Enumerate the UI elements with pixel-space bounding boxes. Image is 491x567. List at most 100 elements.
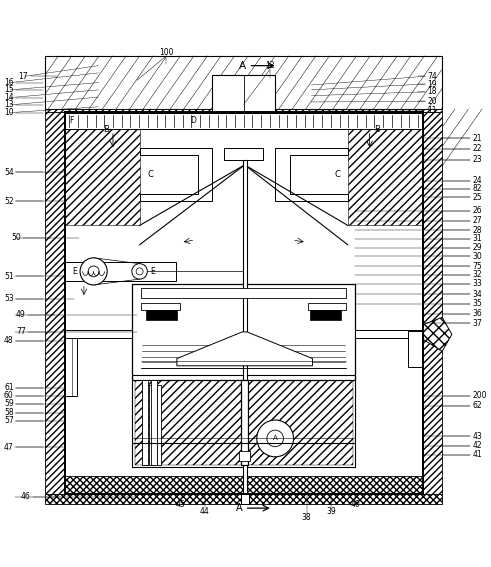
Text: 17: 17 xyxy=(19,72,28,81)
Polygon shape xyxy=(348,112,423,226)
Text: E: E xyxy=(150,267,155,276)
Text: 31: 31 xyxy=(472,235,482,243)
Text: 21: 21 xyxy=(472,134,482,143)
Text: 13: 13 xyxy=(4,100,14,109)
Bar xyxy=(133,375,355,467)
Bar xyxy=(142,385,147,465)
Text: 25: 25 xyxy=(472,193,482,202)
Text: 74: 74 xyxy=(428,72,437,81)
Text: 57: 57 xyxy=(4,416,14,425)
Bar xyxy=(64,331,133,338)
Text: 49: 49 xyxy=(16,311,26,319)
Text: 38: 38 xyxy=(302,513,311,522)
Circle shape xyxy=(80,258,107,285)
Text: 44: 44 xyxy=(200,506,210,515)
Text: A: A xyxy=(273,435,277,442)
Text: 23: 23 xyxy=(472,155,482,164)
Polygon shape xyxy=(275,148,348,201)
Bar xyxy=(355,331,423,338)
Text: 61: 61 xyxy=(4,383,14,392)
Circle shape xyxy=(132,264,147,279)
Bar xyxy=(146,310,177,320)
Bar xyxy=(64,113,423,129)
Text: 15: 15 xyxy=(4,86,14,94)
Polygon shape xyxy=(177,332,312,366)
Text: 48: 48 xyxy=(4,336,14,345)
Text: 45: 45 xyxy=(176,500,186,509)
Text: 40: 40 xyxy=(350,500,360,509)
Bar xyxy=(141,289,346,298)
Text: 53: 53 xyxy=(4,294,14,303)
Bar xyxy=(64,112,423,494)
Text: 29: 29 xyxy=(472,243,482,252)
Text: 42: 42 xyxy=(472,441,482,450)
Text: 43: 43 xyxy=(472,432,482,441)
Bar xyxy=(307,303,346,310)
Text: 60: 60 xyxy=(4,391,14,400)
Bar xyxy=(149,385,154,465)
Bar xyxy=(157,385,162,465)
Bar xyxy=(310,310,342,320)
Bar xyxy=(141,303,180,310)
Text: C: C xyxy=(334,170,340,179)
Bar xyxy=(212,75,275,112)
Text: 36: 36 xyxy=(472,309,482,318)
Circle shape xyxy=(136,268,143,275)
Bar xyxy=(133,284,355,380)
Text: A: A xyxy=(236,503,242,513)
Bar xyxy=(241,494,248,504)
Text: 28: 28 xyxy=(472,226,482,235)
Text: 75: 75 xyxy=(472,261,482,270)
Bar xyxy=(45,56,442,109)
Text: 46: 46 xyxy=(21,492,30,501)
Text: 32: 32 xyxy=(472,270,482,280)
Polygon shape xyxy=(135,378,353,465)
Text: 19: 19 xyxy=(428,79,437,88)
Text: 12: 12 xyxy=(266,61,275,70)
Text: 51: 51 xyxy=(4,272,14,281)
Text: 11: 11 xyxy=(428,105,437,115)
Text: 58: 58 xyxy=(4,408,14,417)
Bar xyxy=(151,380,157,465)
Bar xyxy=(142,380,148,465)
Bar xyxy=(64,262,176,281)
Text: 24: 24 xyxy=(472,176,482,185)
Text: 33: 33 xyxy=(472,279,482,288)
Text: 34: 34 xyxy=(472,290,482,299)
Text: A: A xyxy=(239,61,246,71)
Text: 100: 100 xyxy=(159,48,173,57)
Text: 10: 10 xyxy=(4,108,14,117)
Text: 16: 16 xyxy=(4,78,14,87)
Text: 20: 20 xyxy=(428,97,437,106)
Text: 82: 82 xyxy=(472,184,482,193)
Text: 39: 39 xyxy=(326,506,336,515)
Text: 27: 27 xyxy=(472,216,482,225)
Polygon shape xyxy=(423,318,452,352)
Polygon shape xyxy=(45,109,442,112)
Text: 52: 52 xyxy=(4,197,14,206)
Bar xyxy=(409,331,423,367)
Polygon shape xyxy=(45,112,64,494)
Text: 30: 30 xyxy=(472,252,482,261)
Text: 22: 22 xyxy=(472,145,482,154)
Circle shape xyxy=(267,430,283,447)
Text: B: B xyxy=(374,125,380,134)
Text: 26: 26 xyxy=(472,206,482,215)
Circle shape xyxy=(257,420,294,457)
Text: 14: 14 xyxy=(4,93,14,102)
Polygon shape xyxy=(423,112,442,494)
Text: 54: 54 xyxy=(4,168,14,177)
Bar xyxy=(243,160,246,494)
Text: E: E xyxy=(72,267,77,276)
Polygon shape xyxy=(139,148,212,201)
Text: B: B xyxy=(103,125,109,134)
Bar xyxy=(241,380,248,465)
Text: 77: 77 xyxy=(16,327,26,336)
Polygon shape xyxy=(64,112,139,226)
Bar xyxy=(64,112,423,494)
Polygon shape xyxy=(64,476,423,494)
Text: 41: 41 xyxy=(472,450,482,459)
Text: 200: 200 xyxy=(472,391,487,400)
Text: 37: 37 xyxy=(472,319,482,328)
Bar xyxy=(64,338,77,396)
